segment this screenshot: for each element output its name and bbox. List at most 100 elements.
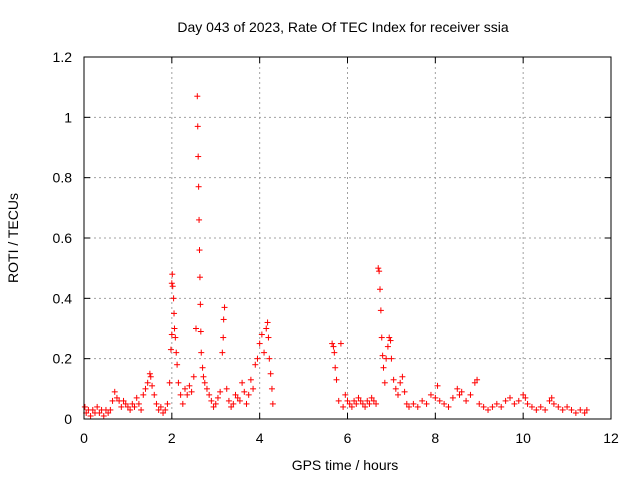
data-point <box>175 379 182 386</box>
data-point <box>362 403 369 410</box>
data-point <box>122 400 129 407</box>
data-point <box>506 394 513 401</box>
data-point <box>124 403 131 410</box>
data-point <box>346 400 353 407</box>
data-point <box>200 373 207 380</box>
data-point <box>210 403 217 410</box>
data-point <box>234 394 241 401</box>
data-point <box>436 397 443 404</box>
data-point <box>388 355 395 362</box>
data-point <box>357 397 364 404</box>
data-point <box>186 382 193 389</box>
data-point <box>169 271 176 278</box>
data-point <box>168 331 175 338</box>
data-point <box>515 397 522 404</box>
data-point <box>331 349 338 356</box>
data-point <box>247 376 254 383</box>
data-point <box>252 361 259 368</box>
data-point <box>427 391 434 398</box>
x-tick-label: 6 <box>344 430 352 446</box>
data-point <box>463 397 470 404</box>
data-point <box>581 409 588 416</box>
data-point <box>268 385 275 392</box>
data-point <box>351 397 358 404</box>
data-point <box>171 325 178 332</box>
data-point <box>269 400 276 407</box>
data-point <box>194 123 201 130</box>
data-point <box>445 403 452 410</box>
data-point <box>111 388 118 395</box>
data-point <box>342 391 349 398</box>
data-point <box>401 388 408 395</box>
data-point <box>109 397 116 404</box>
data-point <box>458 388 465 395</box>
data-point <box>329 340 336 347</box>
data-point <box>267 370 274 377</box>
data-point <box>164 400 171 407</box>
data-point <box>212 400 219 407</box>
data-point <box>467 391 474 398</box>
data-point <box>333 376 340 383</box>
data-point <box>219 349 226 356</box>
data-point <box>146 370 153 377</box>
data-point <box>572 409 579 416</box>
data-point <box>160 409 167 416</box>
data-point <box>337 340 344 347</box>
data-point <box>208 397 215 404</box>
data-point <box>379 352 386 359</box>
data-point <box>355 394 362 401</box>
data-point <box>423 400 430 407</box>
data-point <box>378 334 385 341</box>
data-point <box>263 325 270 332</box>
data-point <box>256 340 263 347</box>
data-point <box>264 319 271 326</box>
data-point <box>223 385 230 392</box>
data-points <box>81 93 590 419</box>
data-point <box>471 379 478 386</box>
data-point <box>419 397 426 404</box>
y-axis-label: ROTI / TECUs <box>5 193 21 283</box>
data-point <box>454 385 461 392</box>
data-point <box>384 343 391 350</box>
data-point <box>555 403 562 410</box>
data-point <box>167 346 174 353</box>
data-point <box>332 364 339 371</box>
data-point <box>166 379 173 386</box>
data-point <box>456 391 463 398</box>
data-point <box>129 400 136 407</box>
data-point <box>230 400 237 407</box>
data-point <box>542 406 549 413</box>
data-point <box>118 403 125 410</box>
x-tick-labels: 0 2 4 6 8 10 12 <box>80 430 619 446</box>
x-tick-label: 12 <box>603 430 619 446</box>
data-point <box>564 403 571 410</box>
data-point <box>196 247 203 254</box>
data-point <box>395 391 402 398</box>
data-point <box>441 400 448 407</box>
data-point <box>196 216 203 223</box>
data-point <box>559 406 566 413</box>
y-tick-label: 1.2 <box>53 49 73 65</box>
data-point <box>214 394 221 401</box>
data-point <box>127 406 134 413</box>
data-point <box>239 379 246 386</box>
data-point <box>386 334 393 341</box>
data-point <box>221 304 228 311</box>
data-point <box>151 391 158 398</box>
data-point <box>241 388 248 395</box>
data-point <box>344 397 351 404</box>
data-point <box>168 280 175 287</box>
data-point <box>149 382 156 389</box>
data-point <box>568 406 575 413</box>
y-tick-label: 1 <box>64 109 72 125</box>
data-point <box>100 412 107 419</box>
data-point <box>173 349 180 356</box>
data-point <box>190 373 197 380</box>
data-point <box>138 406 145 413</box>
data-point <box>524 400 531 407</box>
data-point <box>182 385 189 392</box>
data-point <box>195 153 202 160</box>
data-point <box>220 334 227 341</box>
data-point <box>577 406 584 413</box>
data-point <box>192 325 199 332</box>
